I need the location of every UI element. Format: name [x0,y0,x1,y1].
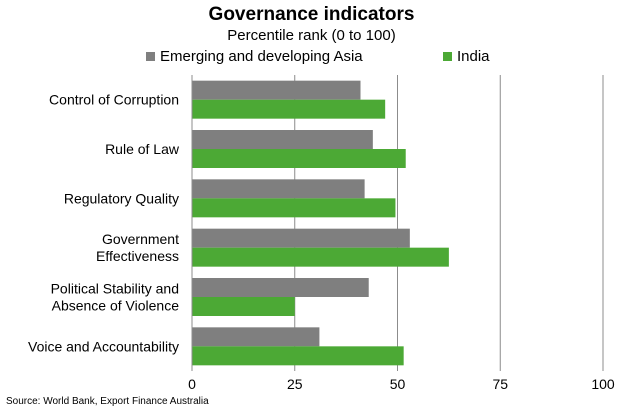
chart-subtitle: Percentile rank (0 to 100) [227,27,396,44]
category-label: Rule of Law [105,141,180,157]
bar [192,278,369,297]
legend-swatch-asia [146,52,155,61]
x-tick-label: 100 [591,376,615,392]
source-note: Source: World Bank, Export Finance Austr… [6,396,209,407]
x-tick-label: 25 [287,376,303,392]
category-label: Absence of Violence [52,298,180,314]
bar [192,80,361,100]
bar [192,130,373,149]
legend-label-asia: Emerging and developing Asia [160,48,363,65]
category-label: Voice and Accountability [28,338,179,354]
x-tick-label: 50 [390,376,406,392]
bar [192,198,396,218]
legend: Emerging and developing Asia India [0,48,623,68]
category-label: Government [102,231,179,247]
legend-swatch-india [443,52,452,61]
bar [192,247,449,267]
legend-item-asia: Emerging and developing Asia [146,48,363,65]
x-tick-label: 0 [188,376,196,392]
chart-title: Governance indicators [208,4,415,25]
bar [192,149,406,168]
category-label: Regulatory Quality [64,190,179,206]
legend-item-india: India [443,48,490,65]
bar [192,179,365,199]
bar [192,346,404,366]
x-tick-label: 75 [492,376,508,392]
bar [192,228,410,248]
bar [192,297,295,316]
category-label: Effectiveness [96,248,179,264]
category-label: Political Stability and [51,281,179,297]
category-label: Control of Corruption [49,92,179,108]
bar [192,99,386,119]
bar [192,327,320,347]
legend-label-india: India [457,48,490,65]
